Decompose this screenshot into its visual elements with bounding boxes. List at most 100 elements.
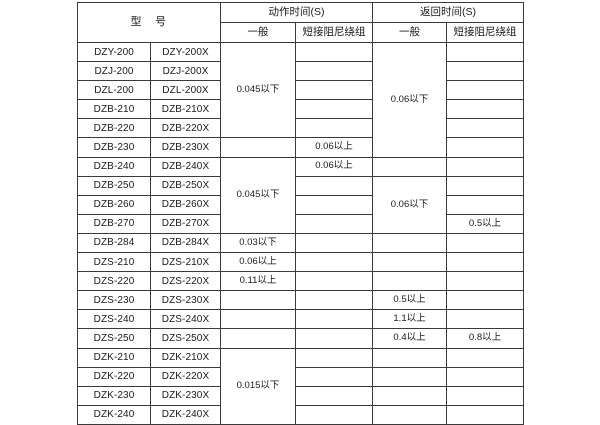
cell-model-a: DZK-220 [77,366,151,387]
cell-return-normal: 0.5以上 [372,290,447,311]
cell-return-normal [372,404,447,425]
table-body: DZY-200 DZY-200X 0.045以下 0.06以下 DZJ-200 DZJ-2… [77,41,524,425]
cell-return-damping [446,175,524,196]
header-return-damping: 短接阻尼绕组 [446,22,524,43]
cell-return-damping [446,404,524,425]
cell-model-a: DZK-230 [77,385,151,406]
cell-return-damping [446,118,524,139]
table-row: DZK-240 DZK-240X [77,404,524,425]
cell-model-a: DZS-210 [77,252,151,273]
header-return-time: 返回时间(S) [372,2,524,23]
cell-action-normal: 0.11以上 [220,271,296,292]
cell-return-normal [372,232,447,254]
cell-model-b: DZK-210X [150,347,221,368]
cell-return-damping [446,41,524,63]
cell-action-damping [295,232,373,254]
cell-action-damping [295,80,373,101]
cell-return-normal [372,156,447,177]
table-row: DZB-260 DZB-260X [77,194,524,215]
cell-return-normal [372,271,447,292]
table-row: DZB-210 DZB-210X [77,99,524,120]
cell-return-damping [446,232,524,254]
table-row: DZS-210 DZS-210X 0.06以上 [77,252,524,273]
cell-model-b: DZS-230X [150,290,221,311]
cell-model-b: DZB-284X [150,232,221,254]
cell-return-damping [446,99,524,120]
header-action-time: 动作时间(S) [220,2,373,23]
table-row: DZB-240 DZB-240X 0.045以下 0.06以上 [77,156,524,234]
cell-model-b: DZL-200X [150,80,221,101]
table-row: DZB-270 DZB-270X 0.5以上 [77,213,524,234]
cell-return-damping [446,252,524,273]
cell-model-a: DZS-250 [77,328,151,349]
cell-action-damping [295,309,373,330]
header-model: 型 号 [77,2,221,43]
cell-action-damping [295,347,373,368]
table-row: DZS-230 DZS-230X 0.5以上 [77,290,524,311]
table-row: DZS-250 DZS-250X 0.4以上 0.8以上 [77,328,524,349]
cell-action-normal [220,290,296,311]
cell-model-a: DZB-240 [77,156,151,177]
cell-return-damping [446,385,524,406]
cell-action-normal: 0.06以上 [220,252,296,273]
header-row-group: 型 号 动作时间(S) 返回时间(S) [77,2,524,43]
cell-return-damping [446,309,524,330]
cell-return-normal: 0.4以上 [372,328,447,349]
cell-model-b: DZJ-200X [150,61,221,82]
cell-model-b: DZB-250X [150,175,221,196]
cell-model-a: DZY-200 [77,41,151,63]
table-row: DZY-200 DZY-200X 0.045以下 0.06以下 [77,41,524,158]
table-row: DZS-240 DZS-240X 1.1以上 [77,309,524,330]
cell-model-a: DZK-210 [77,347,151,368]
cell-model-b: DZS-210X [150,252,221,273]
cell-model-a: DZB-210 [77,99,151,120]
cell-action-normal [220,137,296,158]
cell-model-b: DZS-220X [150,271,221,292]
table-row: DZK-220 DZK-220X [77,366,524,387]
cell-return-normal [372,366,447,387]
cell-model-b: DZB-240X [150,156,221,177]
cell-model-b: DZK-240X [150,404,221,425]
cell-model-a: DZJ-200 [77,61,151,82]
cell-return-normal: 0.06以下 [372,175,447,234]
cell-action-damping [295,290,373,311]
cell-action-damping [295,41,373,63]
cell-return-damping [446,271,524,292]
cell-return-damping [446,347,524,368]
header-return-normal: 一般 [372,22,447,43]
cell-model-b: DZB-210X [150,99,221,120]
cell-return-damping [446,290,524,311]
cell-model-b: DZB-260X [150,194,221,215]
table-row: DZL-200 DZL-200X [77,80,524,101]
cell-action-damping [295,194,373,215]
cell-return-damping [446,366,524,387]
cell-model-a: DZS-240 [77,309,151,330]
table-row: DZB-250 DZB-250X 0.06以下 [77,175,524,234]
cell-model-a: DZS-230 [77,290,151,311]
cell-action-damping [295,118,373,139]
table-row: DZS-220 DZS-220X 0.11以上 [77,271,524,292]
cell-action-damping [295,385,373,406]
cell-model-b: DZB-230X [150,137,221,158]
cell-model-a: DZB-260 [77,194,151,215]
cell-model-a: DZB-230 [77,137,151,158]
cell-return-normal: 1.1以上 [372,309,447,330]
cell-model-b: DZB-220X [150,118,221,139]
cell-action-damping [295,328,373,349]
table-row: DZJ-200 DZJ-200X [77,61,524,82]
table-row: DZK-210 DZK-210X 0.015以下 [77,347,524,425]
cell-return-normal [372,252,447,273]
table-row: DZB-230 DZB-230X 0.06以上 [77,137,524,158]
cell-action-normal: 0.045以下 [220,41,296,139]
cell-action-damping [295,404,373,425]
cell-model-a: DZK-240 [77,404,151,425]
cell-model-a: DZB-220 [77,118,151,139]
cell-return-damping [446,61,524,82]
cell-action-normal [220,309,296,330]
cell-model-a: DZB-284 [77,232,151,254]
cell-action-normal: 0.045以下 [220,156,296,234]
cell-return-damping [446,137,524,158]
cell-model-b: DZB-270X [150,213,221,234]
cell-model-a: DZS-220 [77,271,151,292]
table-row: DZK-230 DZK-230X [77,385,524,406]
